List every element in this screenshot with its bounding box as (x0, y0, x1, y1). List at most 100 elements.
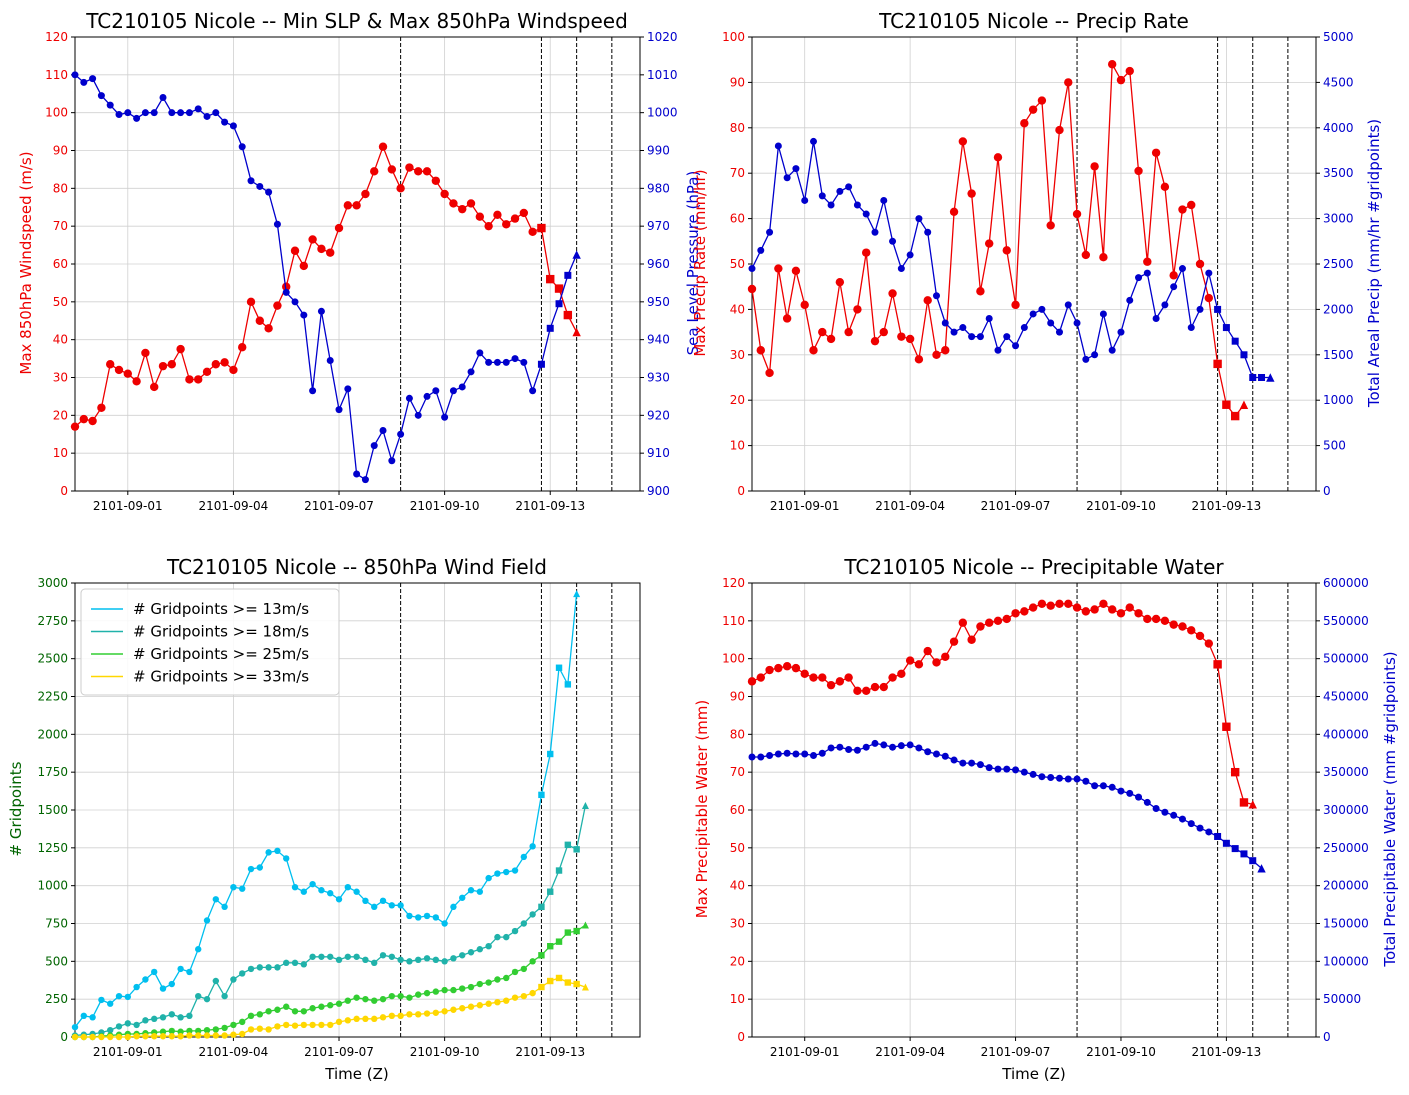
y2-tick-label: 100000 (1323, 954, 1369, 968)
data-point (897, 332, 906, 341)
data-point (397, 430, 405, 438)
data-point (1195, 631, 1205, 641)
data-point (546, 274, 555, 284)
data-point (994, 765, 1002, 773)
data-point (915, 744, 923, 752)
data-point (791, 663, 801, 673)
data-point (203, 917, 211, 924)
data-point (273, 220, 281, 228)
data-point (1134, 609, 1143, 618)
data-point (1002, 246, 1011, 255)
data-point (573, 590, 581, 598)
data-point (397, 902, 404, 909)
data-point (1143, 614, 1152, 624)
y-tick-label: 100 (722, 30, 745, 44)
data-point (870, 682, 880, 692)
data-point (397, 956, 404, 964)
data-point (211, 360, 221, 369)
data-point (827, 744, 835, 752)
y-tick-label: 2750 (37, 614, 68, 628)
data-point (459, 985, 466, 992)
data-point (476, 946, 484, 953)
y-tick-label: 60 (730, 212, 745, 226)
data-point (168, 980, 176, 988)
data-point (133, 114, 141, 122)
data-point (1126, 296, 1134, 304)
data-point (283, 855, 290, 862)
data-point (888, 673, 897, 682)
data-point (897, 669, 906, 678)
data-point (98, 996, 105, 1004)
y2-tick-label: 50000 (1323, 992, 1361, 1006)
data-point (124, 109, 132, 117)
data-point (247, 177, 255, 185)
data-point (572, 250, 581, 259)
legend: # Gridpoints >= 13m/s # Gridpoints >= 18m… (80, 588, 340, 696)
data-point (529, 911, 536, 918)
data-point (782, 662, 792, 671)
data-point (379, 426, 387, 434)
data-point (98, 1033, 105, 1041)
data-point (256, 964, 264, 971)
data-point (300, 1008, 308, 1015)
data-point (379, 995, 387, 1003)
data-point (1012, 342, 1020, 350)
data-point (529, 387, 537, 395)
data-point (432, 387, 440, 395)
data-point (265, 964, 272, 971)
y2-tick-label: 0 (1323, 1030, 1331, 1044)
data-point (564, 681, 572, 688)
y2-tick-label: 4500 (1323, 75, 1354, 89)
data-point (186, 968, 193, 976)
data-point (581, 983, 589, 991)
data-point (220, 358, 229, 367)
x-tick-label: 2101-09-13 (515, 499, 585, 513)
data-point (142, 1033, 149, 1040)
data-point (177, 965, 184, 973)
data-point (511, 968, 519, 976)
data-point (229, 365, 238, 375)
data-point (150, 382, 159, 392)
data-point (1072, 209, 1082, 219)
y-tick-label: 1750 (37, 765, 68, 779)
legend-entry: # Gridpoints >= 33m/s (133, 668, 309, 686)
data-point (80, 1012, 88, 1020)
data-point (782, 314, 792, 323)
y-tick-label: 50 (730, 841, 745, 855)
data-point (370, 442, 378, 450)
data-point (1258, 374, 1266, 381)
data-point (503, 997, 510, 1004)
data-point (766, 752, 774, 760)
data-point (397, 1012, 404, 1020)
data-point (968, 759, 976, 767)
grid (75, 36, 640, 492)
data-point (124, 1033, 132, 1041)
data-point (415, 956, 422, 964)
data-point (239, 970, 246, 977)
data-point (167, 360, 177, 369)
y-tick-label: 80 (53, 181, 68, 195)
data-point (476, 1002, 484, 1009)
data-point (107, 1033, 114, 1041)
data-point (195, 1032, 202, 1039)
series-line (74, 144, 578, 428)
y2-tick-label: 970 (647, 219, 670, 233)
y2-tick-label: 2000 (1323, 302, 1354, 316)
y2-tick-label: 4000 (1323, 121, 1354, 135)
data-point (941, 346, 950, 355)
data-point (765, 665, 774, 675)
data-point (564, 841, 572, 849)
y2-tick-label: 300000 (1323, 803, 1369, 817)
data-point (538, 903, 545, 911)
data-point (494, 976, 501, 983)
data-point (538, 983, 545, 991)
y2-tick-label: 1000 (647, 106, 678, 120)
data-point (520, 920, 528, 927)
data-point (1205, 828, 1213, 836)
series-3 (71, 974, 589, 1041)
data-point (212, 1032, 220, 1039)
data-point (388, 992, 396, 1000)
data-point (141, 109, 149, 117)
data-point (485, 358, 493, 366)
data-point (89, 1014, 96, 1021)
